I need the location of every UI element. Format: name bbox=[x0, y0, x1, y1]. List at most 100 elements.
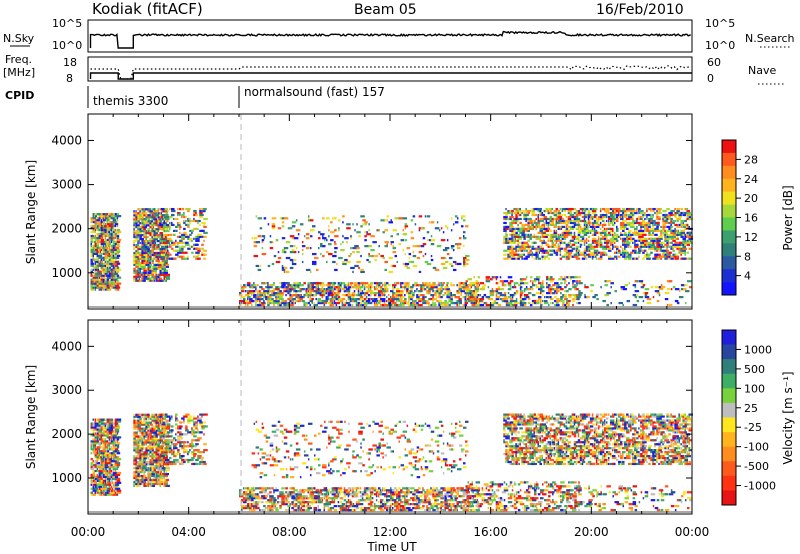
power-data-cell bbox=[147, 245, 149, 249]
power-data-cell bbox=[539, 284, 544, 287]
power-data-cell bbox=[412, 294, 415, 297]
power-data-cell bbox=[167, 223, 169, 227]
power-data-cell bbox=[440, 284, 444, 287]
velocity-data-cell bbox=[100, 452, 106, 455]
power-data-cell bbox=[313, 301, 315, 305]
power-data-cell bbox=[112, 276, 116, 279]
power-data-cell bbox=[599, 221, 602, 225]
power-data-cell bbox=[551, 221, 555, 225]
velocity-data-cell bbox=[98, 481, 103, 484]
power-data-cell bbox=[343, 284, 347, 287]
power-data-cell bbox=[418, 215, 423, 218]
power-data-cell bbox=[418, 294, 422, 297]
power-data-cell bbox=[331, 292, 334, 295]
velocity-data-cell bbox=[141, 455, 144, 458]
power-data-cell bbox=[607, 255, 612, 258]
power-data-cell bbox=[114, 266, 117, 269]
velocity-data-cell bbox=[151, 469, 153, 472]
power-data-cell bbox=[153, 245, 155, 249]
power-data-cell bbox=[626, 227, 629, 231]
power-data-cell bbox=[347, 294, 353, 297]
power-data-cell bbox=[315, 297, 318, 301]
power-data-cell bbox=[412, 295, 414, 299]
power-data-cell bbox=[458, 301, 461, 305]
power-data-cell bbox=[644, 211, 646, 215]
power-data-cell bbox=[678, 251, 681, 254]
velocity-data-cell bbox=[96, 473, 99, 477]
power-data-cell bbox=[342, 260, 345, 264]
power-data-cell bbox=[613, 209, 618, 213]
power-data-cell bbox=[323, 292, 328, 295]
power-data-cell bbox=[189, 245, 192, 248]
power-data-cell bbox=[678, 211, 682, 215]
power-data-cell bbox=[357, 297, 362, 301]
power-data-cell bbox=[432, 295, 434, 299]
power-data-cell bbox=[670, 229, 674, 233]
velocity-data-cell bbox=[133, 443, 138, 446]
power-data-cell bbox=[137, 212, 140, 215]
velocity-data-cell bbox=[149, 484, 151, 488]
power-data-cell bbox=[430, 221, 435, 224]
power-data-cell bbox=[474, 295, 479, 299]
power-data-cell bbox=[644, 249, 646, 252]
power-data-cell bbox=[638, 215, 640, 219]
power-data-cell bbox=[281, 299, 284, 303]
power-data-cell bbox=[559, 247, 564, 250]
power-data-cell bbox=[475, 284, 480, 287]
power-data-cell bbox=[609, 241, 614, 244]
power-data-cell bbox=[604, 284, 608, 287]
velocity-data-cell bbox=[92, 448, 95, 451]
velocity-data-cell bbox=[106, 440, 109, 443]
power-data-cell bbox=[640, 247, 642, 250]
velocity-data-cell bbox=[92, 479, 96, 482]
power-data-cell bbox=[422, 243, 427, 246]
power-data-cell bbox=[193, 217, 195, 221]
power-data-cell bbox=[628, 245, 630, 248]
velocity-data-cell bbox=[114, 471, 117, 475]
power-data-cell bbox=[507, 209, 511, 213]
power-data-cell bbox=[668, 221, 671, 225]
velocity-data-cell bbox=[90, 452, 93, 455]
power-data-cell bbox=[333, 286, 337, 289]
power-data-cell bbox=[112, 252, 115, 255]
power-data-cell bbox=[331, 288, 334, 291]
power-data-cell bbox=[261, 247, 264, 250]
power-data-cell bbox=[553, 211, 556, 215]
power-data-cell bbox=[467, 299, 472, 303]
power-data-cell bbox=[110, 230, 113, 234]
power-data-cell bbox=[672, 229, 676, 233]
power-data-cell bbox=[155, 239, 157, 243]
power-data-cell bbox=[511, 247, 513, 250]
power-data-cell bbox=[607, 227, 612, 231]
power-data-cell bbox=[565, 221, 569, 225]
power-data-cell bbox=[104, 256, 109, 259]
power-data-cell bbox=[573, 231, 576, 234]
power-data-cell bbox=[556, 290, 560, 293]
velocity-data-cell bbox=[141, 441, 145, 444]
power-data-cell bbox=[110, 250, 115, 253]
power-data-cell bbox=[462, 264, 466, 268]
power-data-cell bbox=[642, 292, 646, 295]
power-data-cell bbox=[670, 247, 674, 250]
power-data-cell bbox=[523, 257, 528, 260]
power-data-cell bbox=[550, 288, 554, 291]
power-data-cell bbox=[668, 215, 671, 219]
power-data-cell bbox=[410, 286, 414, 289]
power-data-cell bbox=[147, 247, 150, 251]
power-data-cell bbox=[311, 294, 315, 297]
power-data-cell bbox=[106, 274, 110, 277]
power-data-cell bbox=[672, 233, 677, 236]
power-data-cell bbox=[591, 223, 595, 227]
velocity-data-cell bbox=[153, 457, 156, 460]
velocity-data-cell bbox=[98, 436, 102, 439]
power-data-cell bbox=[505, 225, 510, 229]
velocity-data-cell bbox=[94, 487, 99, 490]
power-data-cell bbox=[398, 217, 404, 220]
power-data-cell bbox=[551, 237, 555, 240]
power-data-cell bbox=[576, 295, 581, 299]
power-data-cell bbox=[361, 299, 365, 303]
power-data-cell bbox=[390, 219, 393, 222]
power-data-cell bbox=[585, 253, 590, 256]
velocity-data-cell bbox=[143, 455, 146, 458]
power-data-cell bbox=[261, 303, 265, 307]
